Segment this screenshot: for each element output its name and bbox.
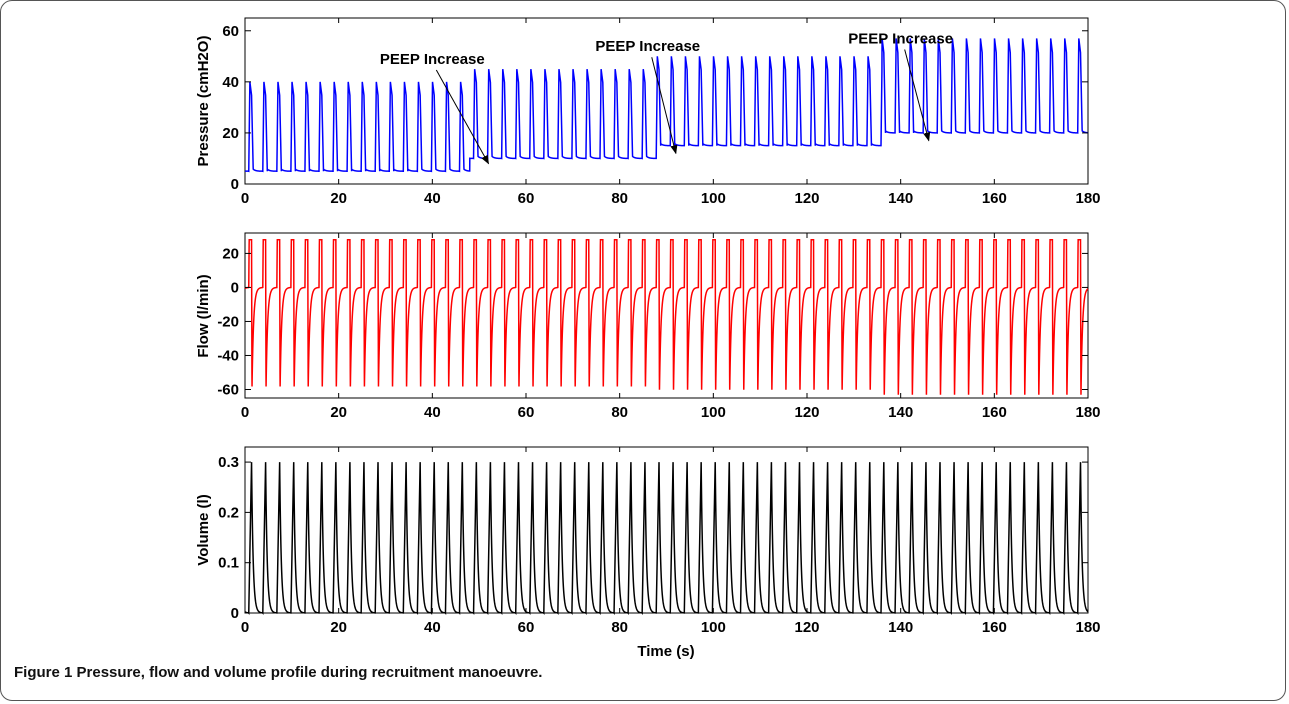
x-tick-label: 80 [611, 404, 628, 421]
flow-plot-box [244, 232, 1089, 399]
x-tick-label: 100 [701, 619, 726, 636]
y-tick-label: -60 [217, 381, 239, 398]
x-tick-label: 180 [1075, 404, 1100, 421]
y-tick-label: -20 [217, 313, 239, 330]
y-tick-label: -40 [217, 347, 239, 364]
y-tick-label: 0.3 [218, 454, 239, 471]
pressure-panel: 0 20 40 60 80 100 120 140 160 180 0 20 40 60 PEEP Inc… [195, 17, 1101, 207]
figure-caption-text: Pressure, flow and volume profile during… [76, 664, 543, 681]
x-tick-label: 160 [982, 619, 1007, 636]
figure-chart-area: 0 20 40 60 80 100 120 140 160 180 0 20 40 60 PEEP Inc… [195, 17, 1101, 660]
volume-x-axis-label: Time (s) [637, 643, 694, 660]
x-tick-label: 40 [424, 619, 441, 636]
peep-increase-label: PEEP Increase [848, 31, 953, 48]
x-tick-label: 0 [241, 190, 249, 207]
figure-caption: Figure 1 Pressure, flow and volume profi… [14, 664, 542, 681]
x-tick-label: 140 [888, 404, 913, 421]
y-tick-label: 20 [222, 245, 239, 262]
x-tick-label: 100 [701, 190, 726, 207]
y-tick-label: 60 [222, 23, 239, 40]
flow-y-axis-label: Flow (l/min) [195, 274, 212, 357]
y-tick-label: 0 [231, 176, 239, 193]
x-tick-label: 160 [982, 190, 1007, 207]
x-tick-label: 180 [1075, 190, 1100, 207]
y-tick-label: 40 [222, 74, 239, 91]
x-tick-label: 180 [1075, 619, 1100, 636]
peep-increase-label: PEEP Increase [595, 38, 700, 55]
volume-ticks: 0 20 40 60 80 100 120 140 160 180 0 0.1 0.2 0.3 [218, 447, 1101, 636]
pressure-y-axis-label: Pressure (cmH2O) [195, 36, 212, 167]
x-tick-label: 60 [518, 404, 535, 421]
x-tick-label: 40 [424, 190, 441, 207]
x-tick-label: 160 [982, 404, 1007, 421]
pressure-annotations: PEEP Increase PEEP Increase PEEP Increase [380, 31, 953, 165]
x-tick-label: 20 [330, 619, 347, 636]
flow-trace [244, 239, 1089, 395]
y-tick-label: 0.2 [218, 504, 239, 521]
x-tick-label: 100 [701, 404, 726, 421]
peep-increase-arrow [904, 49, 931, 142]
volume-panel: 0 20 40 60 80 100 120 140 160 180 0 0.1 0.2 0.3 Volum… [195, 446, 1101, 660]
x-tick-label: 140 [888, 190, 913, 207]
volume-trace [244, 462, 1089, 616]
pressure-trace [244, 38, 1088, 173]
x-tick-label: 60 [518, 619, 535, 636]
pressure-plot-box [244, 17, 1089, 185]
x-tick-label: 0 [241, 619, 249, 636]
y-tick-label: 0 [231, 605, 239, 622]
y-tick-label: 0.1 [218, 555, 239, 572]
x-tick-label: 120 [794, 619, 819, 636]
volume-y-axis-label: Volume (l) [195, 494, 212, 565]
x-tick-label: 20 [330, 190, 347, 207]
x-tick-label: 20 [330, 404, 347, 421]
x-tick-label: 140 [888, 619, 913, 636]
pressure-ticks: 0 20 40 60 80 100 120 140 160 180 0 20 40 60 [222, 18, 1101, 207]
x-tick-label: 0 [241, 404, 249, 421]
peep-increase-arrow [651, 57, 678, 155]
x-tick-label: 120 [794, 190, 819, 207]
volume-plot-box [244, 446, 1089, 614]
x-tick-label: 120 [794, 404, 819, 421]
x-tick-label: 60 [518, 190, 535, 207]
figure-caption-label: Figure 1 [14, 664, 73, 681]
x-tick-label: 80 [611, 190, 628, 207]
x-tick-label: 40 [424, 404, 441, 421]
peep-increase-label: PEEP Increase [380, 51, 485, 68]
peep-increase-arrow [435, 69, 489, 165]
y-tick-label: 0 [231, 279, 239, 296]
x-tick-label: 80 [611, 619, 628, 636]
y-tick-label: 20 [222, 125, 239, 142]
